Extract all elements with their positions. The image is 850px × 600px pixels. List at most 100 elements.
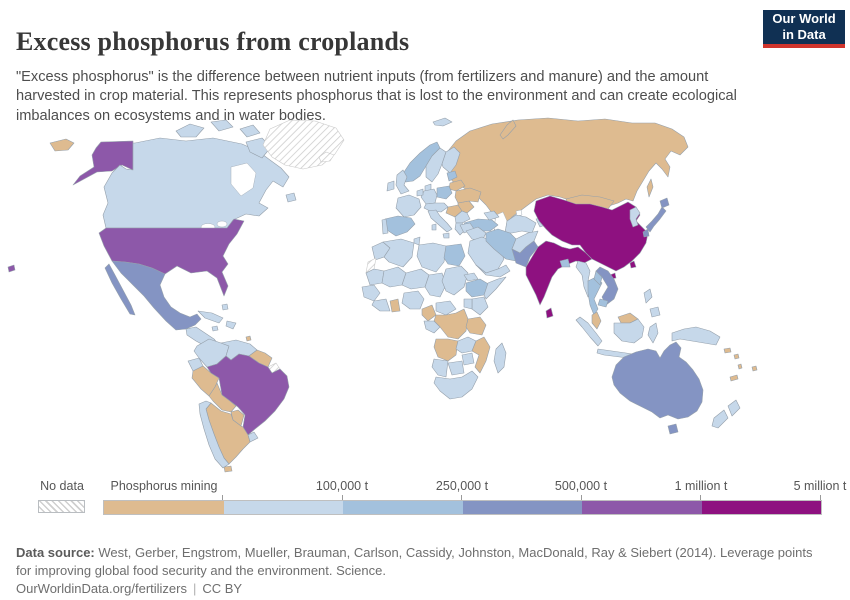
- country-caucasus[interactable]: [483, 210, 500, 221]
- country-tanzania[interactable]: [465, 316, 487, 336]
- country-mexico[interactable]: [111, 260, 202, 331]
- country-spain[interactable]: [384, 215, 416, 237]
- country-poland[interactable]: [436, 185, 453, 200]
- owid-logo[interactable]: Our World in Data: [763, 10, 845, 48]
- country-ghana[interactable]: [389, 298, 401, 313]
- country-angola[interactable]: [433, 338, 459, 362]
- country-newfoundland[interactable]: [285, 192, 297, 203]
- country-mauritania[interactable]: [365, 268, 385, 286]
- country-sumatra[interactable]: [575, 316, 603, 347]
- country-solomon-1[interactable]: [723, 347, 732, 354]
- country-taiwan[interactable]: [629, 260, 637, 269]
- country-libya[interactable]: [416, 242, 447, 273]
- country-iceland[interactable]: [318, 151, 335, 163]
- country-baja-california[interactable]: [104, 263, 136, 316]
- country-cuba[interactable]: [197, 310, 224, 324]
- country-philippines-luzon[interactable]: [643, 288, 653, 304]
- country-united-kingdom[interactable]: [395, 169, 410, 195]
- country-borneo-indonesia[interactable]: [613, 318, 645, 344]
- country-hispaniola[interactable]: [225, 320, 237, 330]
- legend-bin-100k-250k[interactable]: [343, 501, 463, 514]
- country-portugal[interactable]: [381, 218, 389, 235]
- country-japan-honshu[interactable]: [645, 206, 667, 233]
- country-vanuatu[interactable]: [737, 363, 743, 370]
- country-finland[interactable]: [441, 146, 461, 174]
- country-japan-kyushu[interactable]: [642, 228, 650, 238]
- country-france[interactable]: [395, 194, 422, 218]
- country-somalia[interactable]: [483, 276, 507, 300]
- cc-by-link[interactable]: CC BY: [202, 581, 243, 596]
- country-chad[interactable]: [424, 272, 447, 298]
- country-australia[interactable]: [611, 341, 704, 420]
- country-eritrea[interactable]: [463, 272, 479, 282]
- country-ivory-coast-liberia[interactable]: [371, 298, 391, 312]
- country-philippines-mindanao[interactable]: [649, 306, 661, 318]
- legend-bin-1m-5m[interactable]: [701, 501, 821, 514]
- country-cameroon[interactable]: [421, 304, 437, 322]
- legend-bin-mining[interactable]: [104, 501, 224, 514]
- country-egypt[interactable]: [443, 243, 466, 267]
- legend-bin-500k-1m[interactable]: [582, 501, 702, 514]
- country-new-caledonia[interactable]: [729, 374, 739, 382]
- country-madagascar[interactable]: [493, 342, 507, 374]
- country-sardinia[interactable]: [431, 223, 437, 231]
- country-korea[interactable]: [629, 206, 641, 228]
- country-arctic-islands-3[interactable]: [239, 124, 261, 138]
- country-malaysia-peninsula[interactable]: [591, 311, 602, 330]
- country-dr-congo[interactable]: [433, 308, 469, 340]
- country-germany[interactable]: [420, 188, 438, 205]
- legend-no-data-swatch[interactable]: [38, 500, 85, 513]
- country-russia-west-fragment[interactable]: [49, 138, 75, 152]
- country-fiji[interactable]: [751, 365, 758, 372]
- country-new-zealand-south[interactable]: [711, 409, 729, 429]
- country-niger[interactable]: [401, 268, 430, 290]
- country-jamaica[interactable]: [211, 325, 219, 332]
- country-hawaii[interactable]: [7, 264, 16, 273]
- country-uganda[interactable]: [463, 298, 473, 310]
- country-sulawesi[interactable]: [647, 322, 659, 344]
- country-south-africa[interactable]: [433, 370, 479, 400]
- country-kenya[interactable]: [471, 296, 489, 316]
- country-svalbard[interactable]: [432, 117, 453, 127]
- country-tunisia[interactable]: [413, 236, 421, 246]
- country-brazil[interactable]: [206, 353, 290, 436]
- country-central-african-republic[interactable]: [435, 300, 457, 316]
- country-italy[interactable]: [427, 209, 453, 233]
- country-arctic-islands-2[interactable]: [210, 119, 234, 132]
- country-new-zealand-north[interactable]: [727, 399, 741, 417]
- country-bahamas[interactable]: [221, 303, 229, 311]
- country-cambodia[interactable]: [597, 298, 609, 308]
- country-senegal-guinea[interactable]: [361, 284, 381, 302]
- country-sicily[interactable]: [442, 232, 450, 239]
- country-bangladesh[interactable]: [559, 258, 571, 268]
- country-new-guinea[interactable]: [671, 326, 721, 346]
- country-tasmania[interactable]: [667, 423, 679, 435]
- country-bolivia[interactable]: [208, 382, 237, 413]
- country-gabon-congo[interactable]: [423, 320, 441, 334]
- country-trinidad[interactable]: [245, 335, 252, 342]
- country-china[interactable]: [533, 195, 649, 272]
- country-baltics[interactable]: [446, 170, 458, 182]
- country-benelux[interactable]: [416, 188, 424, 197]
- country-arctic-islands-1[interactable]: [175, 123, 205, 138]
- country-solomon-2[interactable]: [733, 353, 740, 360]
- country-sudan[interactable]: [441, 265, 469, 296]
- country-chile[interactable]: [198, 400, 230, 469]
- country-yemen-oman[interactable]: [475, 264, 511, 278]
- country-algeria[interactable]: [382, 238, 415, 268]
- country-central-europe[interactable]: [423, 202, 449, 213]
- country-novaya-zemlya[interactable]: [499, 119, 517, 140]
- country-greenland[interactable]: [262, 119, 345, 170]
- country-zimbabwe[interactable]: [461, 352, 475, 366]
- country-nigeria[interactable]: [401, 290, 425, 310]
- country-japan-hokkaido[interactable]: [659, 197, 670, 209]
- legend-bin-under-100k[interactable]: [223, 501, 343, 514]
- country-usa[interactable]: [98, 218, 245, 297]
- country-ireland[interactable]: [386, 180, 395, 192]
- owid-url-link[interactable]: OurWorldinData.org/fertilizers: [16, 581, 187, 596]
- country-ukraine[interactable]: [454, 187, 482, 204]
- country-namibia[interactable]: [431, 358, 449, 378]
- country-sakhalin[interactable]: [646, 178, 654, 198]
- country-mozambique[interactable]: [471, 336, 491, 374]
- legend-bin-250k-500k[interactable]: [462, 501, 582, 514]
